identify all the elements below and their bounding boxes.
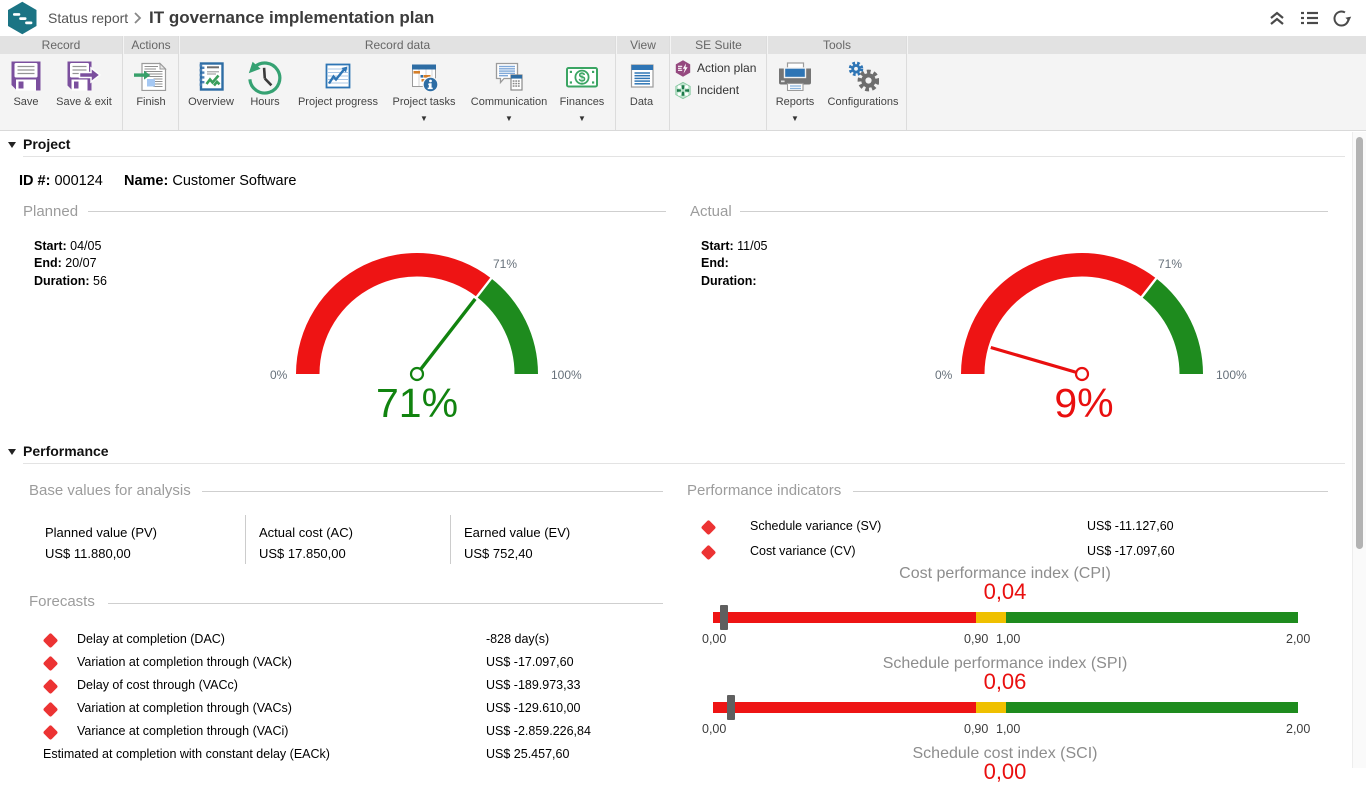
- svg-text:$: $: [579, 71, 586, 85]
